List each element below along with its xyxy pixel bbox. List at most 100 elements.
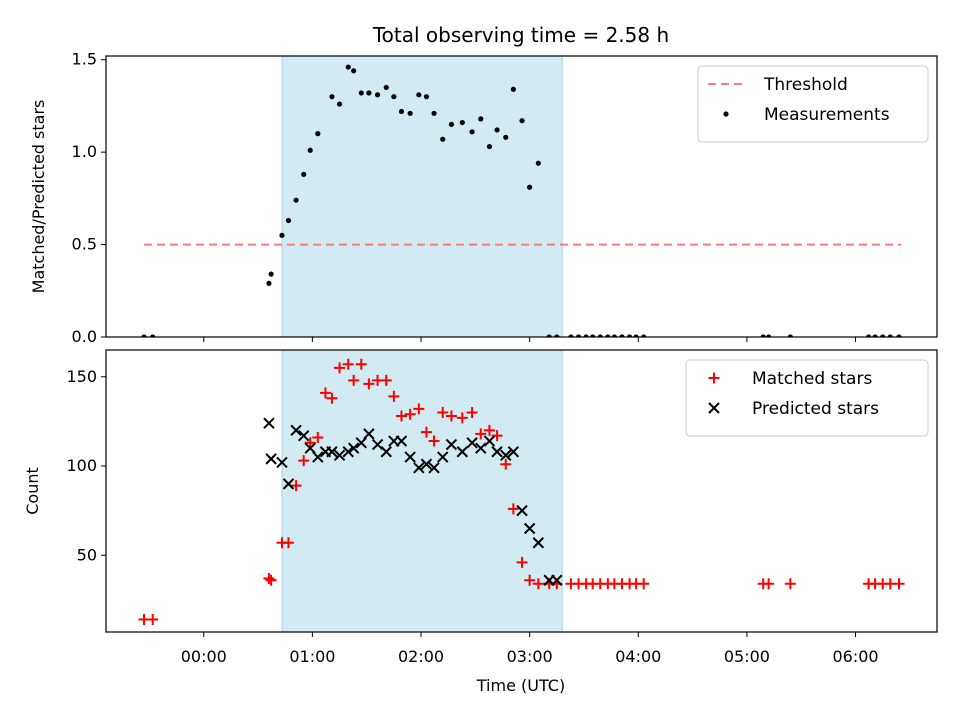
- measurement-point: [329, 94, 335, 100]
- measurement-point: [633, 334, 639, 337]
- matched-stars-point: [428, 435, 440, 447]
- measurement-point: [546, 334, 552, 337]
- matched-stars-point: [304, 437, 316, 449]
- measurement-point: [597, 334, 603, 337]
- predicted-stars-point: [263, 417, 275, 429]
- matched-stars-point: [282, 537, 294, 549]
- matched-stars-point: [638, 578, 650, 590]
- measurement-point: [494, 127, 500, 133]
- measurement-point: [583, 334, 589, 337]
- predicted-stars-point: [466, 437, 478, 449]
- matched-stars-point: [312, 431, 324, 443]
- matched-stars-point: [516, 556, 528, 568]
- matched-stars-point: [395, 410, 407, 422]
- measurement-point: [611, 334, 617, 337]
- predicted-stars-point: [491, 446, 503, 458]
- measurement-point: [358, 90, 364, 96]
- predicted-stars-point: [333, 449, 346, 462]
- predicted-stars-point: [342, 446, 354, 458]
- measurement-point: [345, 64, 351, 70]
- observing-span: [281, 350, 563, 632]
- measurement-point: [469, 129, 475, 135]
- measurement-point: [336, 101, 343, 107]
- predicted-stars-point: [475, 442, 487, 454]
- measurement-point: [619, 334, 625, 337]
- measurement-point: [416, 92, 422, 98]
- measurement-point: [503, 134, 509, 140]
- measurement-point: [293, 197, 299, 203]
- matched-stars-point: [355, 358, 367, 370]
- legend: Matched stars Predicted stars: [685, 359, 929, 437]
- measurement-point: [535, 160, 541, 166]
- legend-label: Measurements: [764, 105, 890, 125]
- measurement-point: [150, 334, 156, 337]
- x-tick-label: 06:00: [832, 647, 878, 666]
- measurement-point: [374, 92, 381, 98]
- measurement-point: [880, 334, 886, 337]
- predicted-stars-point: [276, 456, 288, 469]
- matched-stars-point: [404, 408, 416, 420]
- matched-stars-point: [784, 578, 796, 590]
- predicted-stars-point: [523, 522, 536, 535]
- predicted-stars-point: [483, 435, 496, 447]
- predicted-stars-point: [282, 478, 295, 490]
- measurement-point: [896, 334, 902, 337]
- axes-frame: [105, 55, 938, 338]
- axes-frame: [105, 349, 938, 633]
- measurement-point: [865, 334, 872, 337]
- matched-stars-point: [263, 572, 275, 584]
- matched-stars-point: [326, 392, 338, 404]
- matched-stars-point: [319, 387, 331, 399]
- x-tick-label: 04:00: [615, 647, 661, 666]
- measurement-point: [605, 334, 611, 337]
- measurement-point: [301, 171, 307, 177]
- x-axis-label: Time (UTC): [476, 676, 565, 695]
- legend-measurements-swatch: [723, 111, 729, 117]
- matched-stars-point: [763, 578, 775, 590]
- measurement-point: [568, 334, 574, 337]
- chart-title: Total observing time = 2.58 h: [372, 23, 669, 47]
- matched-stars-point: [290, 480, 302, 492]
- measurement-point: [440, 136, 446, 142]
- predicted-stars-point: [532, 537, 545, 549]
- legend-predicted-swatch: [708, 402, 720, 414]
- matched-stars-point: [475, 428, 487, 440]
- measurement-point: [448, 121, 455, 128]
- measurement-point: [315, 131, 321, 137]
- plot-area: [141, 56, 902, 337]
- measurement-point: [554, 334, 560, 337]
- matched-stars-point: [363, 378, 375, 390]
- legend-label: Threshold: [763, 75, 848, 95]
- legend-box: [697, 65, 929, 143]
- matched-stars-point: [524, 574, 536, 586]
- predicted-stars-point: [507, 446, 520, 458]
- predicted-stars-point: [516, 504, 528, 517]
- y-tick-label: 50: [77, 545, 97, 564]
- y-tick-label: 0.0: [72, 327, 97, 346]
- predicted-stars-point: [290, 424, 302, 437]
- measurement-point: [268, 271, 274, 277]
- bottom-panel: 50 100 150 00:00 01:00 02:00 03:00 04:00 05:00 06…: [23, 349, 938, 666]
- measurement-point: [307, 147, 313, 153]
- top-panel: 0.0 0.5 1.0 1.5 Matched/Predicted stars Thres…: [29, 50, 938, 346]
- x-tick-label: 01:00: [289, 647, 335, 666]
- matched-stars-point: [893, 578, 905, 590]
- measurement-point: [141, 334, 147, 337]
- x-tick-label: 00:00: [181, 647, 227, 666]
- legend-label: Matched stars: [752, 369, 872, 389]
- predicted-stars-point: [404, 451, 416, 463]
- measurement-point: [459, 119, 465, 126]
- measurement-point: [279, 232, 285, 238]
- measurement-point: [887, 334, 893, 337]
- legend-label: Predicted stars: [752, 399, 879, 419]
- matched-stars-point: [500, 458, 512, 470]
- measurement-point: [423, 94, 430, 100]
- predicted-stars-point: [395, 435, 408, 447]
- predicted-stars-point: [420, 458, 433, 470]
- matched-stars-point: [507, 503, 519, 515]
- predicted-stars-point: [456, 446, 469, 458]
- predicted-stars-point: [371, 438, 384, 451]
- y-tick-label: 0.5: [72, 235, 97, 254]
